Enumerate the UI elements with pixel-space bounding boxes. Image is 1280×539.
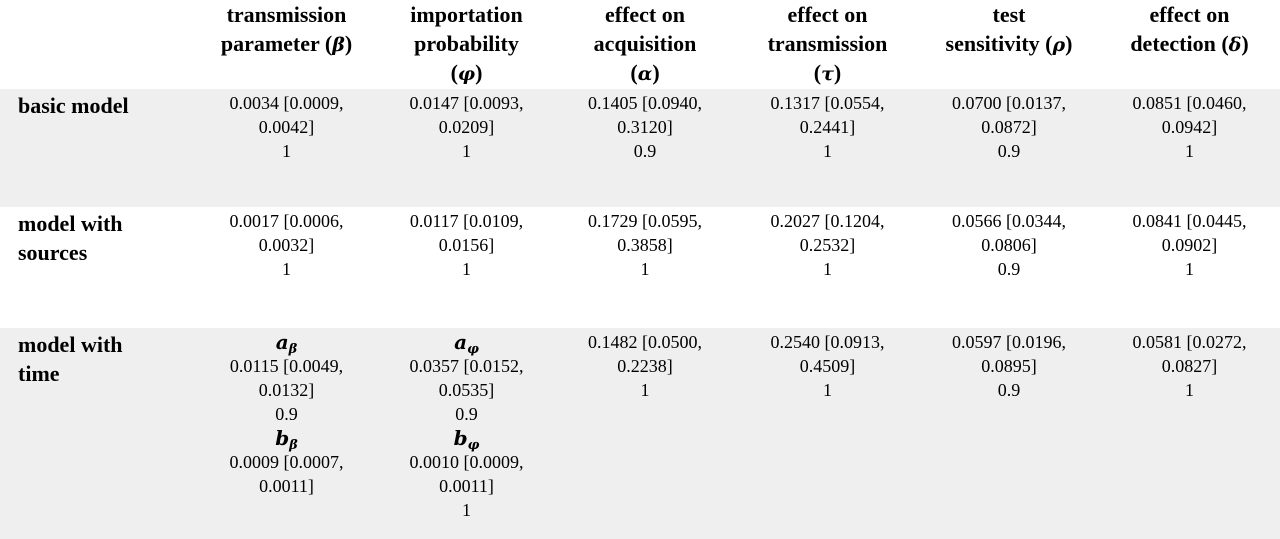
tau-symbol: τ [821,63,834,85]
table-cell: 0.0851 [0.0460, 0.0942] 1 [1099,89,1280,207]
table-cell: 0.1405 [0.0940, 0.3120] 0.9 [554,89,736,207]
table-cell-time-phi: aφ 0.0357 [0.0152, 0.0535] 0.9 bφ 0.0010… [379,328,554,539]
table-cell: 0.0017 [0.0006, 0.0032] 1 [194,207,379,328]
table-row-model-with-sources: model with sources 0.0017 [0.0006, 0.003… [0,207,1280,328]
a-beta-label: aβ [275,330,298,357]
row-label-basic-model: basic model [0,89,194,207]
rho-symbol: ρ [1052,34,1066,56]
header-importation-probability: importation probability (φ) [379,0,554,89]
table-cell-time-beta: aβ 0.0115 [0.0049, 0.0132] 0.9 bβ 0.0009… [194,328,379,539]
header-effect-on-detection: effect on detection (δ) [1099,0,1280,89]
corner-cell [0,0,194,89]
table-cell: 0.0700 [0.0137, 0.0872] 0.9 [919,89,1099,207]
header-effect-on-acquisition: effect on acquisition (α) [554,0,736,89]
table-cell: 0.0841 [0.0445, 0.0902] 1 [1099,207,1280,328]
beta-symbol: β [332,34,345,56]
row-label-model-with-sources: model with sources [0,207,194,328]
b-beta-label: bβ [275,426,298,453]
header-test-sensitivity: test sensitivity (ρ) [919,0,1099,89]
table-cell: 0.0117 [0.0109, 0.0156] 1 [379,207,554,328]
table-cell: 0.1729 [0.0595, 0.3858] 1 [554,207,736,328]
table-cell: 0.0597 [0.0196, 0.0895] 0.9 [919,328,1099,539]
header-row: transmission parameter (β) importation p… [0,0,1280,89]
table-cell: 0.0034 [0.0009, 0.0042] 1 [194,89,379,207]
header-effect-on-transmission: effect on transmission (τ) [736,0,919,89]
table-cell: 0.1482 [0.0500, 0.2238] 1 [554,328,736,539]
table-cell: 0.0581 [0.0272, 0.0827] 1 [1099,328,1280,539]
delta-symbol: δ [1228,34,1242,56]
table-cell: 0.2540 [0.0913, 0.4509] 1 [736,328,919,539]
table-row-model-with-time: model with time aβ 0.0115 [0.0049, 0.013… [0,328,1280,539]
table-cell: 0.0147 [0.0093, 0.0209] 1 [379,89,554,207]
b-phi-label: bφ [453,426,480,453]
table-row-basic-model: basic model 0.0034 [0.0009, 0.0042] 1 0.… [0,89,1280,207]
table-cell: 0.0566 [0.0344, 0.0806] 0.9 [919,207,1099,328]
header-transmission-parameter: transmission parameter (β) [194,0,379,89]
phi-symbol: φ [457,63,476,85]
alpha-symbol: α [637,63,653,85]
a-phi-label: aφ [454,330,479,357]
table-cell: 0.1317 [0.0554, 0.2441] 1 [736,89,919,207]
table-cell: 0.2027 [0.1204, 0.2532] 1 [736,207,919,328]
row-label-model-with-time: model with time [0,328,194,539]
